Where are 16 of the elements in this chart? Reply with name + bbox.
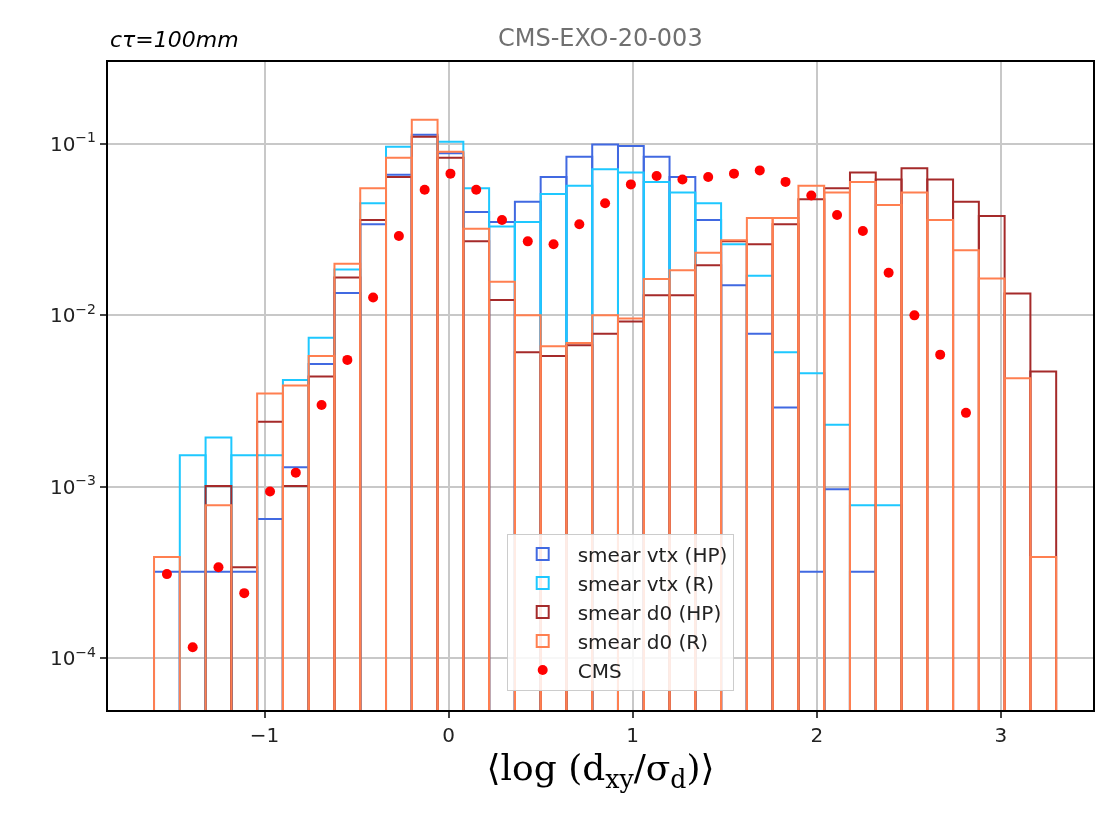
x-tick-label: 3	[994, 723, 1008, 747]
legend-label: smear d0 (HP)	[577, 600, 722, 625]
x-tick-label: −1	[249, 723, 280, 747]
chart-title: cτ=100mm	[110, 27, 239, 52]
x-tick-label: 1	[626, 723, 640, 747]
y-tick-label: 10$^{−1}$	[49, 129, 96, 156]
y-tick-label: 10$^{−2}$	[49, 300, 96, 328]
legend-label: smear d0 (R)	[577, 629, 709, 654]
y-tick-label: 10$^{−3}$	[49, 472, 96, 499]
legend-label: smear vtx (R)	[577, 571, 715, 596]
chart-subtitle: CMS-EXO-20-003	[498, 24, 703, 52]
legend-label: smear vtx (HP)	[577, 542, 728, 567]
x-axis-title: ⟨log (d$_{xy}$/σ$_{d}$)⟩	[486, 747, 715, 794]
x-tick-label: 0	[442, 723, 455, 747]
x-tick-label: 2	[810, 723, 824, 747]
y-tick-label: 10$^{−4}$	[49, 643, 97, 671]
